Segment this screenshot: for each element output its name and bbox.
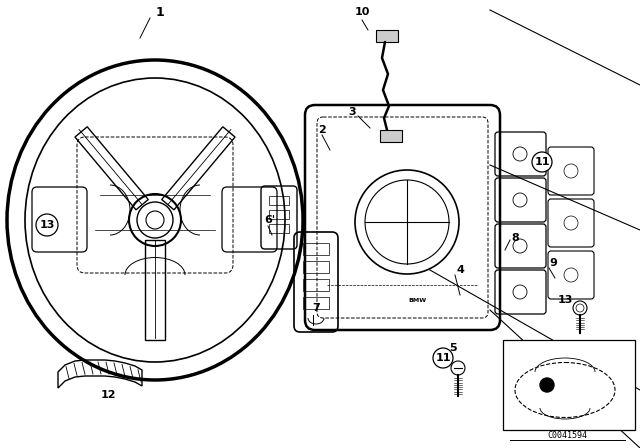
Bar (380, 130, 402, 142)
Bar (269, 210, 289, 219)
Circle shape (36, 214, 58, 236)
Text: BMW: BMW (408, 297, 426, 302)
Text: 8: 8 (511, 233, 519, 243)
Text: 11: 11 (534, 157, 550, 167)
Text: 11: 11 (435, 353, 451, 363)
Text: 1: 1 (156, 5, 164, 18)
Bar (269, 196, 289, 205)
Bar (303, 243, 329, 255)
Circle shape (433, 348, 453, 368)
Text: 10: 10 (355, 7, 370, 17)
Text: 13: 13 (557, 295, 573, 305)
Text: 9: 9 (549, 258, 557, 268)
Bar (303, 261, 329, 273)
Bar (269, 224, 289, 233)
Text: 4: 4 (456, 265, 464, 275)
Text: 13: 13 (39, 220, 54, 230)
Text: 12: 12 (100, 390, 116, 400)
Circle shape (540, 378, 554, 392)
Text: 3: 3 (348, 107, 356, 117)
Text: 2: 2 (318, 125, 326, 135)
Bar (303, 297, 329, 309)
Text: C0041594: C0041594 (547, 431, 587, 439)
Circle shape (532, 152, 552, 172)
Bar (376, 30, 398, 42)
Bar (303, 279, 329, 291)
Text: 7: 7 (312, 303, 320, 313)
Text: 5: 5 (449, 343, 457, 353)
Text: 6': 6' (264, 215, 276, 225)
Bar (503, 340, 635, 430)
